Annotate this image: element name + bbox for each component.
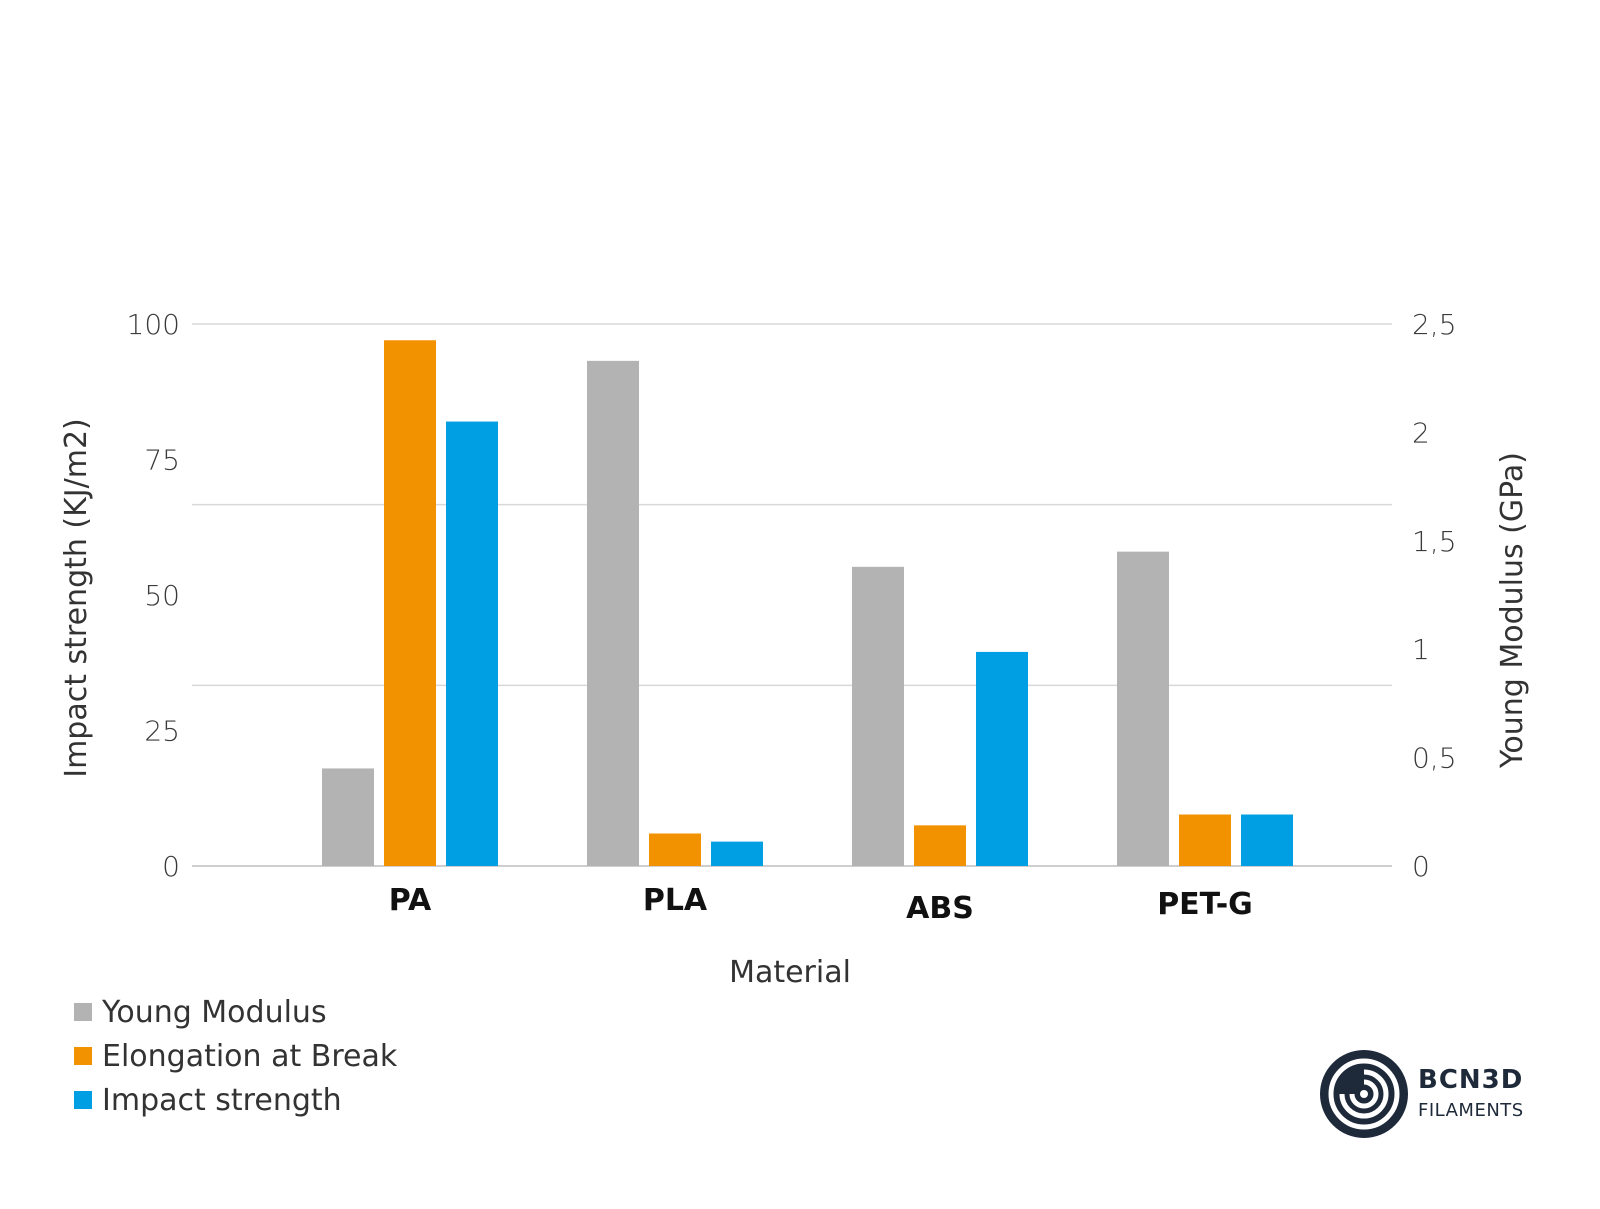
- category-label-pla: PLA: [643, 883, 708, 918]
- right-axis-ticks: 0 0,5 1 1,5 2 2,5: [1412, 308, 1457, 883]
- y2-tick-label: 1: [1412, 633, 1430, 666]
- bar-impact-strength-pa: [446, 421, 498, 866]
- x-axis-title: Material: [729, 955, 851, 990]
- y2-tick-label: 2,5: [1412, 308, 1457, 341]
- y-tick-label: 75: [144, 444, 180, 477]
- y2-tick-label: 1,5: [1412, 525, 1457, 558]
- bar-elongation-pet-g: [1179, 814, 1231, 866]
- left-axis-ticks: 0 25 50 75 100: [127, 308, 180, 883]
- legend-label-young-modulus: Young Modulus: [102, 994, 327, 1030]
- bar-impact-strength-pet-g: [1241, 814, 1293, 866]
- logo-brand: BCN3D: [1418, 1065, 1523, 1095]
- bars: [322, 340, 1293, 866]
- y2-tick-label: 0: [1412, 850, 1430, 883]
- bar-impact-strength-abs: [976, 651, 1028, 866]
- legend-swatch-young-modulus: [74, 1003, 92, 1021]
- y-tick-label: 25: [144, 715, 180, 748]
- legend-item-impact-strength: Impact strength: [74, 1078, 397, 1122]
- category-label-abs: ABS: [906, 891, 974, 926]
- bar-elongation-pla: [649, 833, 701, 866]
- y2-tick-label: 2: [1412, 416, 1430, 449]
- y-tick-label: 100: [127, 308, 180, 341]
- legend-swatch-impact-strength: [74, 1091, 92, 1109]
- bcn3d-logo: BCN3D FILAMENTS: [1320, 1050, 1524, 1138]
- legend: Young Modulus Elongation at Break Impact…: [74, 990, 397, 1122]
- y2-tick-label: 0,5: [1412, 742, 1457, 775]
- y2-axis-title: Young Modulus (GPa): [1495, 452, 1530, 769]
- legend-label-impact-strength: Impact strength: [102, 1082, 342, 1118]
- y-axis-title: Impact strength (KJ/m2): [59, 418, 94, 778]
- y-tick-label: 50: [144, 579, 180, 612]
- legend-label-elongation: Elongation at Break: [102, 1038, 398, 1074]
- bar-impact-strength-pla: [711, 841, 763, 866]
- legend-swatch-elongation: [74, 1047, 92, 1065]
- bar-young-modulus-pet-g: [1117, 551, 1169, 866]
- category-labels: PA PLA ABS PET-G: [389, 883, 1253, 926]
- category-label-pa: PA: [389, 883, 432, 918]
- bar-young-modulus-abs: [852, 566, 904, 866]
- legend-item-elongation: Elongation at Break: [74, 1034, 397, 1078]
- bar-young-modulus-pa: [322, 768, 374, 866]
- bar-young-modulus-pla: [587, 360, 639, 866]
- spiral-logo-icon: [1320, 1050, 1408, 1138]
- bar-elongation-abs: [914, 825, 966, 866]
- legend-item-young-modulus: Young Modulus: [74, 990, 397, 1034]
- y-tick-label: 0: [162, 850, 180, 883]
- logo-subtitle: FILAMENTS: [1418, 1100, 1524, 1121]
- bar-elongation-pa: [384, 340, 436, 866]
- category-label-pet-g: PET-G: [1157, 887, 1253, 922]
